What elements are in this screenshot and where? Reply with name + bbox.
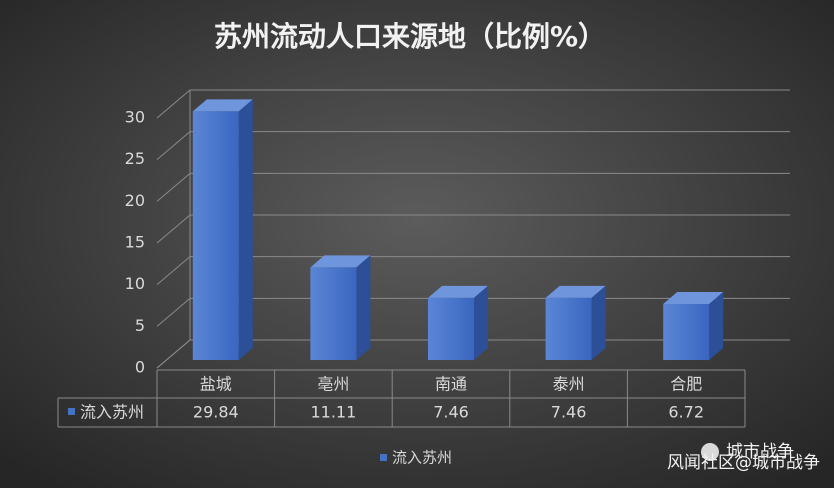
data-table: 流入苏州 盐城 29.84 亳州 11.11 南通 7.46 泰州 7.46 合肥 6.72 — [57, 369, 746, 428]
table-value: 6.72 — [668, 403, 704, 422]
table-legend-swatch — [68, 408, 75, 415]
x-tick-label: 亳州 — [317, 375, 349, 394]
grid-line — [156, 297, 191, 327]
bar — [192, 111, 239, 360]
y-tick-label: 0 — [135, 358, 145, 377]
table-row-label: 流入苏州 — [80, 403, 144, 422]
bar-top — [663, 292, 724, 304]
table-value: 7.46 — [551, 403, 587, 422]
grid-line — [156, 214, 191, 244]
legend-swatch — [380, 454, 387, 461]
legend-label: 流入苏州 — [392, 449, 452, 467]
grid-line — [156, 172, 191, 202]
bar — [310, 267, 357, 360]
y-tick-label: 15 — [125, 233, 145, 252]
y-tick-label: 10 — [125, 274, 145, 293]
watermark: 城市战争 风闻社区@城市战争 — [667, 442, 820, 473]
bar — [428, 297, 474, 360]
watermark-text: 风闻社区@城市战争 — [667, 453, 820, 473]
grid-line — [156, 131, 191, 161]
bars — [192, 99, 724, 360]
bar-side — [238, 99, 253, 360]
chart-title: 苏州流动人口来源地（比例%） — [214, 20, 606, 53]
x-tick-label: 泰州 — [553, 375, 585, 394]
x-tick-label: 合肥 — [670, 375, 702, 394]
bar-side — [474, 285, 488, 360]
grid-line — [156, 256, 191, 286]
bar — [663, 304, 710, 360]
bar-side — [356, 255, 371, 360]
bar-top — [192, 99, 253, 112]
bar-top — [428, 285, 488, 298]
y-tick-label: 20 — [125, 191, 145, 210]
bar-top — [545, 285, 606, 298]
bar-side — [709, 292, 724, 360]
grid: 0 5 10 15 20 25 30 — [125, 89, 790, 377]
y-tick-label: 5 — [135, 316, 145, 335]
bar-side — [591, 285, 606, 360]
bar — [545, 297, 592, 360]
y-tick-label: 30 — [125, 108, 145, 127]
grid-line — [156, 339, 191, 369]
x-tick-label: 南通 — [435, 375, 467, 394]
x-tick-label: 盐城 — [200, 375, 232, 394]
watermark-icon — [701, 443, 719, 461]
table-value: 29.84 — [193, 403, 239, 422]
table-value: 7.46 — [433, 403, 469, 422]
bar-top — [310, 255, 371, 268]
grid-line — [156, 89, 191, 119]
table-value: 11.11 — [310, 403, 356, 422]
watermark-logo: 城市战争 — [726, 442, 794, 462]
y-tick-label: 25 — [125, 149, 145, 168]
